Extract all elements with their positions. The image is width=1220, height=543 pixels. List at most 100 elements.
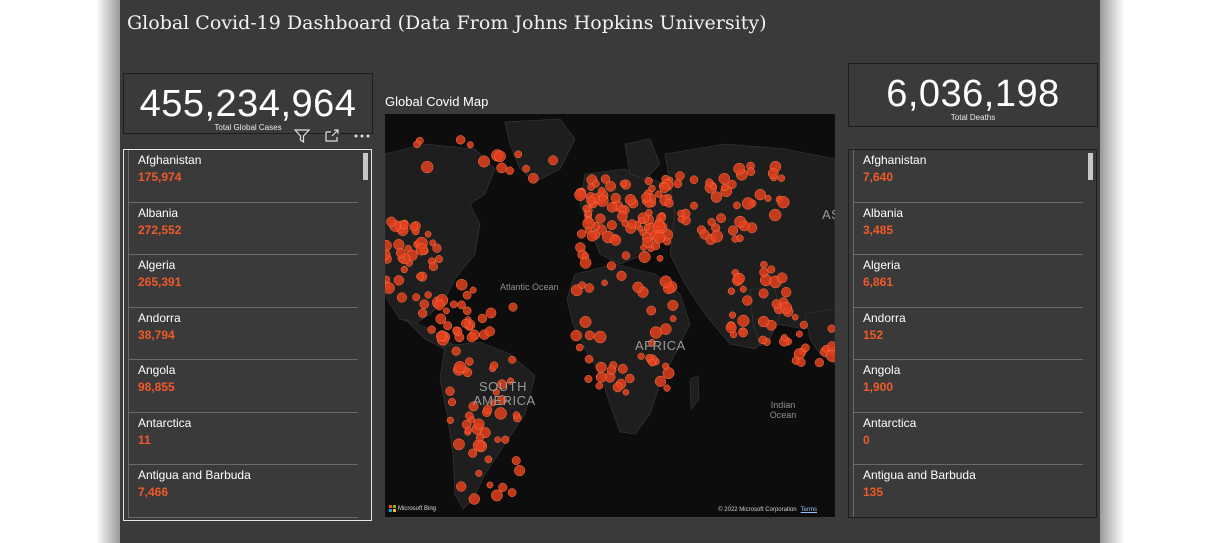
case-bubble[interactable]: [826, 349, 835, 362]
case-bubble[interactable]: [428, 261, 438, 272]
case-bubble[interactable]: [659, 182, 670, 193]
total-deaths-card[interactable]: 6,036,198 Total Deaths: [848, 63, 1098, 127]
case-bubble[interactable]: [595, 371, 607, 383]
case-bubble[interactable]: [486, 481, 494, 489]
case-bubble[interactable]: [494, 407, 507, 420]
case-bubble[interactable]: [656, 255, 664, 262]
case-bubble[interactable]: [616, 270, 627, 281]
case-bubble[interactable]: [776, 272, 788, 284]
case-bubble[interactable]: [617, 363, 628, 374]
covid-map[interactable]: Atlantic Ocean AFRICA SOUTH AMERICA Indi…: [385, 114, 835, 517]
case-bubble[interactable]: [457, 300, 466, 310]
case-bubble[interactable]: [662, 362, 670, 370]
case-bubble[interactable]: [595, 382, 604, 390]
case-bubble[interactable]: [606, 202, 618, 213]
case-bubble[interactable]: [506, 377, 515, 385]
case-bubble[interactable]: [453, 361, 466, 374]
case-bubble[interactable]: [827, 324, 835, 333]
case-bubble[interactable]: [632, 281, 644, 293]
case-bubble[interactable]: [494, 150, 506, 163]
filter-icon[interactable]: [292, 128, 312, 144]
case-bubble[interactable]: [769, 208, 782, 222]
case-bubble[interactable]: [610, 192, 621, 204]
case-bubble[interactable]: [429, 239, 437, 247]
case-bubble[interactable]: [707, 217, 716, 227]
case-bubble[interactable]: [385, 282, 395, 294]
case-bubble[interactable]: [427, 325, 436, 334]
case-bubble[interactable]: [432, 243, 442, 253]
case-bubble[interactable]: [395, 248, 406, 258]
case-bubble[interactable]: [648, 359, 656, 367]
case-bubble[interactable]: [393, 275, 405, 286]
case-bubble[interactable]: [578, 281, 586, 289]
case-bubble[interactable]: [507, 488, 517, 497]
case-bubble[interactable]: [595, 361, 607, 373]
case-bubble[interactable]: [574, 188, 587, 201]
case-bubble[interactable]: [606, 365, 617, 375]
case-bubble[interactable]: [491, 489, 503, 502]
case-bubble[interactable]: [435, 255, 443, 264]
case-bubble[interactable]: [601, 279, 608, 287]
case-bubble[interactable]: [641, 192, 651, 203]
list-item[interactable]: Afghanistan 175,974: [128, 150, 358, 203]
case-bubble[interactable]: [587, 183, 595, 191]
case-bubble[interactable]: [795, 330, 803, 338]
case-bubble[interactable]: [663, 384, 671, 392]
case-bubble[interactable]: [528, 173, 539, 184]
case-bubble[interactable]: [465, 357, 474, 366]
case-bubble[interactable]: [464, 426, 472, 434]
case-bubble[interactable]: [754, 188, 766, 201]
list-item[interactable]: Afghanistan 7,640: [853, 150, 1083, 203]
case-bubble[interactable]: [386, 216, 397, 227]
case-bubble[interactable]: [400, 265, 408, 274]
cases-by-country-list[interactable]: Afghanistan 175,974 Albania 272,552 Algeria 2…: [123, 149, 372, 521]
case-bubble[interactable]: [595, 213, 606, 224]
case-bubble[interactable]: [822, 345, 830, 353]
case-bubble[interactable]: [399, 220, 409, 230]
case-bubble[interactable]: [741, 197, 755, 210]
case-bubble[interactable]: [466, 332, 477, 343]
case-bubble[interactable]: [468, 493, 480, 505]
case-bubble[interactable]: [586, 230, 598, 242]
case-bubble[interactable]: [764, 194, 772, 202]
list-item[interactable]: Antarctica 11: [128, 412, 358, 465]
case-bubble[interactable]: [447, 398, 457, 407]
case-bubble[interactable]: [455, 278, 468, 291]
case-bubble[interactable]: [417, 308, 428, 318]
case-bubble[interactable]: [718, 172, 731, 185]
case-bubble[interactable]: [780, 301, 792, 314]
case-bubble[interactable]: [501, 435, 510, 444]
case-bubble[interactable]: [606, 261, 616, 271]
case-bubble[interactable]: [468, 401, 479, 412]
case-bubble[interactable]: [664, 198, 674, 208]
case-bubble[interactable]: [584, 354, 594, 364]
case-bubble[interactable]: [498, 482, 508, 492]
case-bubble[interactable]: [648, 339, 656, 347]
case-bubble[interactable]: [621, 251, 631, 260]
case-bubble[interactable]: [512, 411, 521, 419]
case-bubble[interactable]: [758, 288, 769, 299]
case-bubble[interactable]: [746, 167, 756, 176]
case-bubble[interactable]: [477, 313, 488, 324]
case-bubble[interactable]: [393, 239, 405, 251]
case-bubble[interactable]: [473, 418, 485, 430]
case-bubble[interactable]: [582, 204, 590, 212]
case-bubble[interactable]: [451, 346, 461, 356]
case-bubble[interactable]: [579, 257, 592, 269]
case-bubble[interactable]: [767, 168, 779, 179]
case-bubble[interactable]: [435, 331, 446, 342]
case-bubble[interactable]: [593, 330, 607, 344]
case-bubble[interactable]: [508, 302, 518, 312]
case-bubble[interactable]: [497, 395, 507, 405]
focus-mode-icon[interactable]: [322, 128, 342, 144]
case-bubble[interactable]: [640, 244, 647, 251]
cases-list-scrollbar[interactable]: [363, 153, 368, 180]
case-bubble[interactable]: [643, 223, 651, 231]
case-bubble[interactable]: [443, 321, 453, 331]
case-bubble[interactable]: [689, 175, 699, 184]
case-bubble[interactable]: [483, 404, 493, 414]
case-bubble[interactable]: [617, 211, 628, 222]
case-bubble[interactable]: [728, 311, 737, 319]
case-bubble[interactable]: [462, 290, 472, 300]
case-bubble[interactable]: [759, 267, 769, 277]
